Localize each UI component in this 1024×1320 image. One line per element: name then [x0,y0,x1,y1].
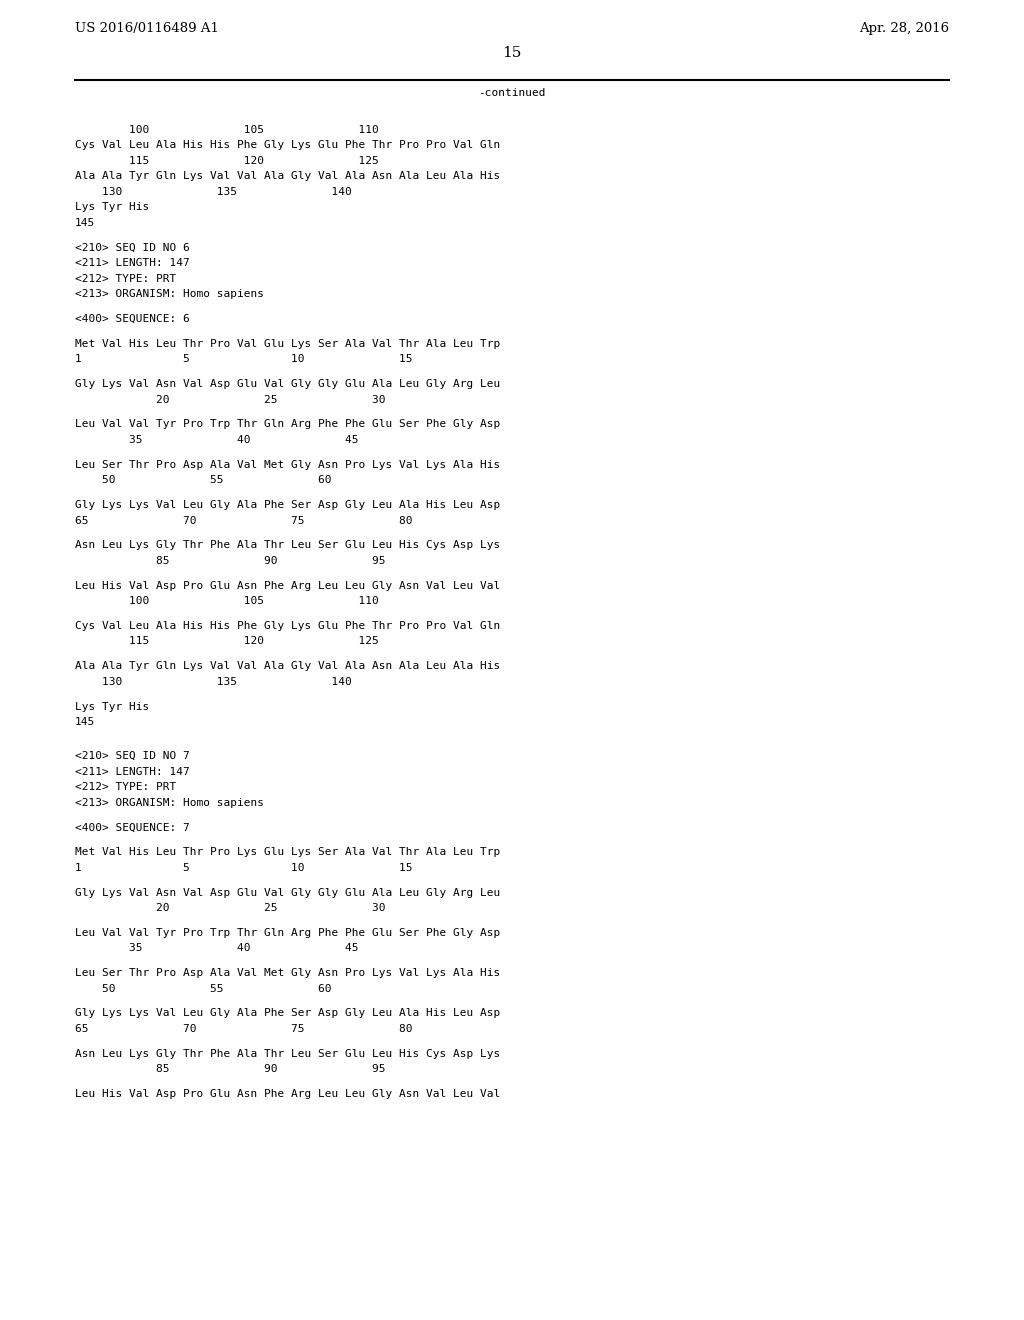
Text: 130              135              140: 130 135 140 [75,187,352,197]
Text: Leu Ser Thr Pro Asp Ala Val Met Gly Asn Pro Lys Val Lys Ala His: Leu Ser Thr Pro Asp Ala Val Met Gly Asn … [75,459,501,470]
Text: Apr. 28, 2016: Apr. 28, 2016 [859,22,949,36]
Text: 20              25              30: 20 25 30 [75,395,385,405]
Text: 35              40              45: 35 40 45 [75,944,358,953]
Text: 65              70              75              80: 65 70 75 80 [75,1024,413,1034]
Text: <212> TYPE: PRT: <212> TYPE: PRT [75,783,176,792]
Text: 50              55              60: 50 55 60 [75,475,332,486]
Text: 65              70              75              80: 65 70 75 80 [75,516,413,525]
Text: 15: 15 [503,46,521,59]
Text: 85              90              95: 85 90 95 [75,1064,385,1074]
Text: 145: 145 [75,717,95,727]
Text: 50              55              60: 50 55 60 [75,983,332,994]
Text: <213> ORGANISM: Homo sapiens: <213> ORGANISM: Homo sapiens [75,289,264,300]
Text: Lys Tyr His: Lys Tyr His [75,702,150,711]
Text: <210> SEQ ID NO 7: <210> SEQ ID NO 7 [75,751,189,762]
Text: 35              40              45: 35 40 45 [75,436,358,445]
Text: <210> SEQ ID NO 6: <210> SEQ ID NO 6 [75,243,189,253]
Text: Leu His Val Asp Pro Glu Asn Phe Arg Leu Leu Gly Asn Val Leu Val: Leu His Val Asp Pro Glu Asn Phe Arg Leu … [75,1089,501,1100]
Text: US 2016/0116489 A1: US 2016/0116489 A1 [75,22,219,36]
Text: Cys Val Leu Ala His His Phe Gly Lys Glu Phe Thr Pro Pro Val Gln: Cys Val Leu Ala His His Phe Gly Lys Glu … [75,140,501,150]
Text: Gly Lys Val Asn Val Asp Glu Val Gly Gly Glu Ala Leu Gly Arg Leu: Gly Lys Val Asn Val Asp Glu Val Gly Gly … [75,379,501,389]
Text: 1               5               10              15: 1 5 10 15 [75,863,413,873]
Text: Ala Ala Tyr Gln Lys Val Val Ala Gly Val Ala Asn Ala Leu Ala His: Ala Ala Tyr Gln Lys Val Val Ala Gly Val … [75,172,501,181]
Text: Cys Val Leu Ala His His Phe Gly Lys Glu Phe Thr Pro Pro Val Gln: Cys Val Leu Ala His His Phe Gly Lys Glu … [75,620,501,631]
Text: 100              105              110: 100 105 110 [75,125,379,135]
Text: 115              120              125: 115 120 125 [75,636,379,647]
Text: Gly Lys Lys Val Leu Gly Ala Phe Ser Asp Gly Leu Ala His Leu Asp: Gly Lys Lys Val Leu Gly Ala Phe Ser Asp … [75,500,501,510]
Text: 1               5               10              15: 1 5 10 15 [75,354,413,364]
Text: <400> SEQUENCE: 7: <400> SEQUENCE: 7 [75,822,189,833]
Text: 145: 145 [75,218,95,228]
Text: Lys Tyr His: Lys Tyr His [75,202,150,213]
Text: <213> ORGANISM: Homo sapiens: <213> ORGANISM: Homo sapiens [75,797,264,808]
Text: 130              135              140: 130 135 140 [75,677,352,686]
Text: 100              105              110: 100 105 110 [75,597,379,606]
Text: Leu Val Val Tyr Pro Trp Thr Gln Arg Phe Phe Glu Ser Phe Gly Asp: Leu Val Val Tyr Pro Trp Thr Gln Arg Phe … [75,928,501,939]
Text: 85              90              95: 85 90 95 [75,556,385,566]
Text: <400> SEQUENCE: 6: <400> SEQUENCE: 6 [75,314,189,325]
Text: Met Val His Leu Thr Pro Lys Glu Lys Ser Ala Val Thr Ala Leu Trp: Met Val His Leu Thr Pro Lys Glu Lys Ser … [75,847,501,857]
Text: Leu Val Val Tyr Pro Trp Thr Gln Arg Phe Phe Glu Ser Phe Gly Asp: Leu Val Val Tyr Pro Trp Thr Gln Arg Phe … [75,420,501,429]
Text: <211> LENGTH: 147: <211> LENGTH: 147 [75,259,189,268]
Text: Ala Ala Tyr Gln Lys Val Val Ala Gly Val Ala Asn Ala Leu Ala His: Ala Ala Tyr Gln Lys Val Val Ala Gly Val … [75,661,501,672]
Text: Asn Leu Lys Gly Thr Phe Ala Thr Leu Ser Glu Leu His Cys Asp Lys: Asn Leu Lys Gly Thr Phe Ala Thr Leu Ser … [75,1049,501,1059]
Text: 115              120              125: 115 120 125 [75,156,379,166]
Text: Gly Lys Lys Val Leu Gly Ala Phe Ser Asp Gly Leu Ala His Leu Asp: Gly Lys Lys Val Leu Gly Ala Phe Ser Asp … [75,1008,501,1019]
Text: Leu His Val Asp Pro Glu Asn Phe Arg Leu Leu Gly Asn Val Leu Val: Leu His Val Asp Pro Glu Asn Phe Arg Leu … [75,581,501,590]
Text: Leu Ser Thr Pro Asp Ala Val Met Gly Asn Pro Lys Val Lys Ala His: Leu Ser Thr Pro Asp Ala Val Met Gly Asn … [75,968,501,978]
Text: -continued: -continued [478,88,546,98]
Text: Met Val His Leu Thr Pro Val Glu Lys Ser Ala Val Thr Ala Leu Trp: Met Val His Leu Thr Pro Val Glu Lys Ser … [75,339,501,348]
Text: <212> TYPE: PRT: <212> TYPE: PRT [75,273,176,284]
Text: Gly Lys Val Asn Val Asp Glu Val Gly Gly Glu Ala Leu Gly Arg Leu: Gly Lys Val Asn Val Asp Glu Val Gly Gly … [75,887,501,898]
Text: 20              25              30: 20 25 30 [75,903,385,913]
Text: <211> LENGTH: 147: <211> LENGTH: 147 [75,767,189,776]
Text: Asn Leu Lys Gly Thr Phe Ala Thr Leu Ser Glu Leu His Cys Asp Lys: Asn Leu Lys Gly Thr Phe Ala Thr Leu Ser … [75,540,501,550]
